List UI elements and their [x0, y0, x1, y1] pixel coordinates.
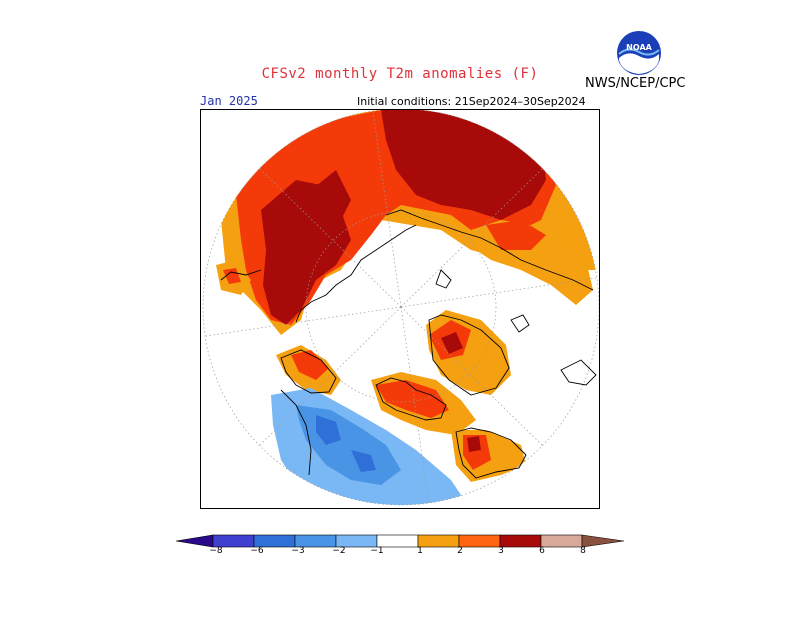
anomaly-region-pacific-darkblue-2 — [351, 450, 376, 472]
anomaly-region-greenland-darkred — [441, 332, 463, 354]
colorbar — [175, 534, 625, 548]
colorbar-p6-p8 — [540, 534, 583, 548]
colorbar-tick: −3 — [291, 546, 305, 556]
logo-text: NOAA — [626, 43, 652, 52]
colorbar-tick: 6 — [539, 546, 545, 556]
colorbar-tick: 1 — [417, 546, 423, 556]
anomaly-region-atlantic-red — [223, 268, 241, 284]
noaa-logo: NOAA — [617, 31, 661, 75]
graticule — [202, 110, 599, 506]
colorbar-p2-p3 — [458, 534, 501, 548]
colorbar-tick: 2 — [457, 546, 463, 556]
anomaly-map-svg — [202, 110, 599, 506]
colorbar-above-max — [581, 534, 625, 548]
forecast-month: Jan 2025 — [200, 94, 258, 108]
colorbar-p1-p2 — [417, 534, 460, 548]
colorbar-p3-p6 — [499, 534, 542, 548]
map-title: CFSv2 monthly T2m anomalies (F) — [261, 66, 539, 82]
anomaly-region-pacific-darkblue — [316, 415, 341, 445]
colorbar-tick: −6 — [250, 546, 264, 556]
colorbar-tick: −8 — [209, 546, 223, 556]
anomaly-region-hudson-darkred — [467, 436, 481, 452]
colorbar-tick: −1 — [370, 546, 384, 556]
initial-conditions: Initial conditions: 21Sep2024–30Sep2024 — [357, 95, 586, 108]
anomaly-region-canada-red — [376, 380, 449, 418]
coastlines — [220, 209, 597, 479]
agency-label: NWS/NCEP/CPC — [585, 76, 686, 91]
anomaly-region-alaska-red — [291, 350, 329, 380]
colorbar-tick: 3 — [498, 546, 504, 556]
colorbar-tick: 8 — [580, 546, 586, 556]
colorbar-below-min — [175, 534, 214, 548]
anomaly-region-scandinavia-darkred — [311, 170, 351, 220]
colorbar-tick: −2 — [332, 546, 346, 556]
polar-map — [200, 109, 600, 509]
anomaly-region-eastasia-red — [486, 220, 546, 250]
